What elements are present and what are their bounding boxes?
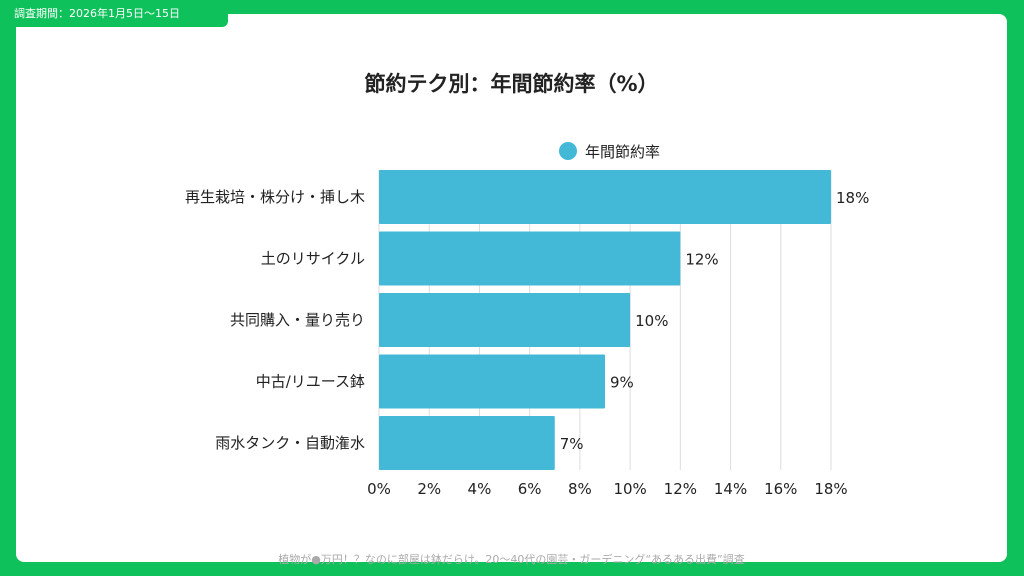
- category-label-3: 中古/リユース鉢: [256, 373, 365, 391]
- x-tick-label-2: 4%: [468, 480, 492, 498]
- value-label-0: 18%: [836, 189, 869, 207]
- category-label-2: 共同購入・量り売り: [230, 311, 365, 329]
- x-tick-label-1: 2%: [417, 480, 441, 498]
- x-tick-label-4: 8%: [568, 480, 592, 498]
- legend-label: 年間節約率: [585, 142, 661, 161]
- x-tick-label-0: 0%: [367, 480, 391, 498]
- category-label-0: 再生栽培・株分け・挿し木: [185, 188, 365, 206]
- legend-swatch-icon: [559, 142, 577, 160]
- x-tick-label-8: 16%: [764, 480, 797, 498]
- value-label-4: 7%: [560, 435, 584, 453]
- value-label-2: 10%: [635, 312, 668, 330]
- x-tick-label-6: 12%: [664, 480, 697, 498]
- value-label-1: 12%: [685, 251, 718, 269]
- bar-1: [379, 231, 681, 286]
- source-footer: 植物が●万円！？なのに部屋は鉢だらけ。20〜40代の園芸・ガーデニング“あるある…: [278, 553, 745, 566]
- chart-title: 節約テク別：年間節約率（%）: [364, 72, 659, 96]
- survey-period-tag: 調査期間：2026年1月5日〜15日: [0, 0, 228, 27]
- bar-4: [379, 416, 555, 470]
- x-tick-label-9: 18%: [814, 480, 847, 498]
- x-tick-label-7: 14%: [714, 480, 747, 498]
- x-tick-label-3: 6%: [518, 480, 542, 498]
- x-tick-label-5: 10%: [613, 480, 646, 498]
- category-label-1: 土のリサイクル: [261, 250, 365, 268]
- bar-2: [379, 293, 631, 347]
- chart-legend: 年間節約率: [559, 141, 660, 161]
- chart-card: 節約テク別：年間節約率（%） 年間節約率 植物が●万円！？なのに部屋は鉢だらけ。…: [16, 14, 1007, 566]
- bar-3: [379, 354, 605, 409]
- bar-0: [379, 170, 831, 224]
- survey-period-text: 調査期間：2026年1月5日〜15日: [14, 7, 180, 20]
- value-label-3: 9%: [610, 374, 634, 392]
- category-label-4: 雨水タンク・自動潅水: [215, 434, 365, 452]
